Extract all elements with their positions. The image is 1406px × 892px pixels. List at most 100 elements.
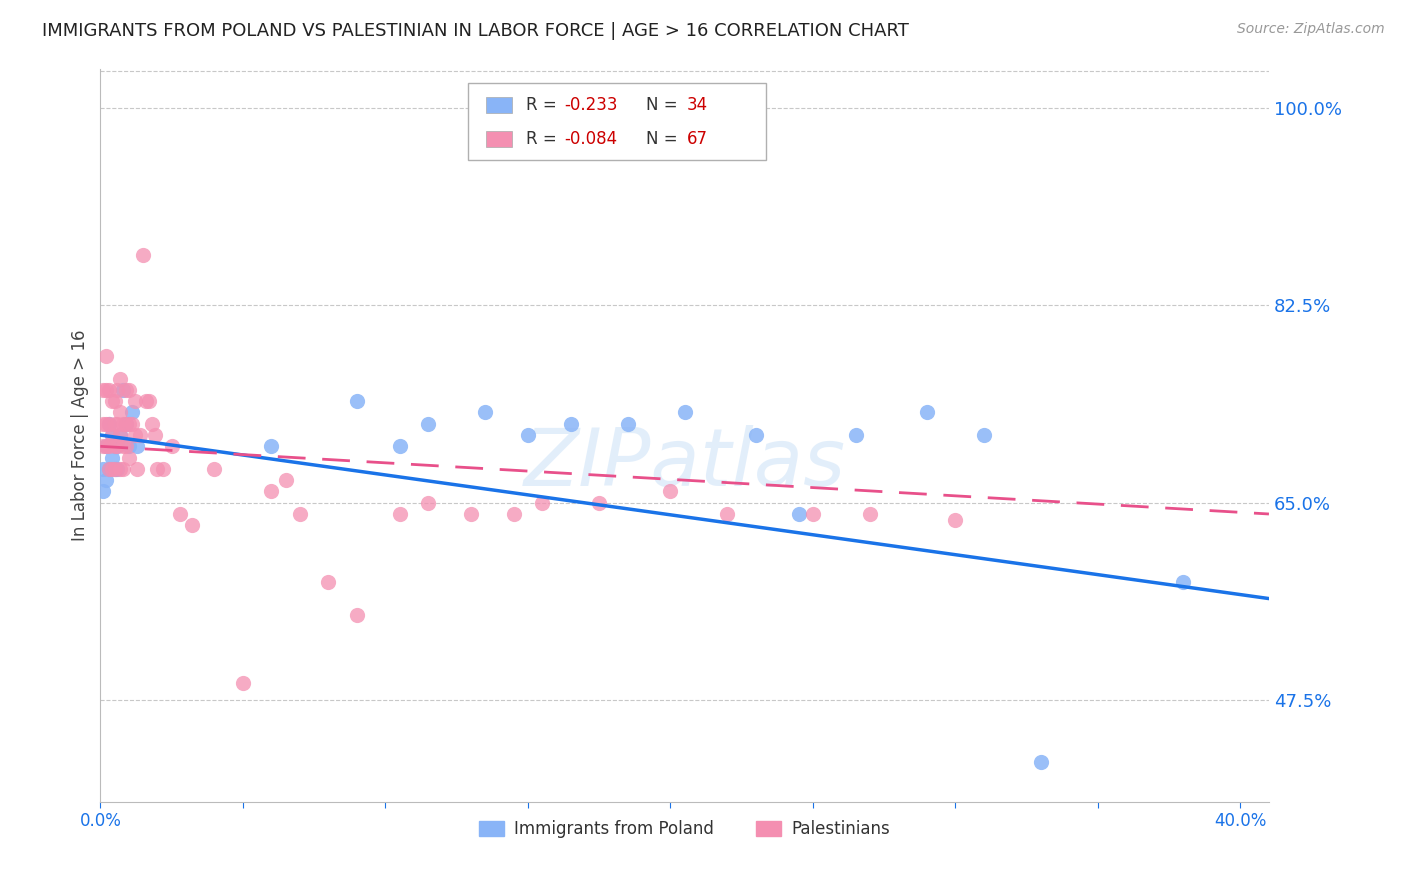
Point <box>232 676 254 690</box>
Point <box>110 372 132 386</box>
Point <box>124 394 146 409</box>
Point <box>132 247 155 261</box>
Point <box>502 507 524 521</box>
Point <box>127 439 149 453</box>
Point <box>416 496 439 510</box>
Point <box>787 507 810 521</box>
Point <box>112 383 135 397</box>
Point <box>115 439 138 453</box>
Text: IMMIGRANTS FROM POLAND VS PALESTINIAN IN LABOR FORCE | AGE > 16 CORRELATION CHAR: IMMIGRANTS FROM POLAND VS PALESTINIAN IN… <box>42 22 910 40</box>
Point <box>745 428 768 442</box>
Point <box>1173 574 1195 589</box>
Bar <box>486 130 512 146</box>
Point <box>100 428 122 442</box>
Point <box>180 518 202 533</box>
Point <box>460 507 482 521</box>
Text: Source: ZipAtlas.com: Source: ZipAtlas.com <box>1237 22 1385 37</box>
Point <box>973 428 995 442</box>
Point <box>118 439 141 453</box>
Point <box>104 462 127 476</box>
Point <box>346 394 368 409</box>
Point <box>115 417 138 431</box>
Point <box>716 507 738 521</box>
Point <box>97 439 120 453</box>
Point <box>260 439 283 453</box>
Point <box>107 417 129 431</box>
Point <box>91 383 114 397</box>
Point <box>118 417 141 431</box>
Point <box>100 428 122 442</box>
Text: R =: R = <box>526 129 557 147</box>
Point <box>138 394 160 409</box>
Point <box>169 507 191 521</box>
Point <box>416 417 439 431</box>
Point <box>118 450 141 465</box>
Point <box>388 439 411 453</box>
Point <box>112 439 135 453</box>
Point <box>97 462 120 476</box>
Point <box>100 450 122 465</box>
Point <box>100 462 122 476</box>
Point <box>110 405 132 419</box>
Point <box>859 507 882 521</box>
Point <box>121 405 143 419</box>
Legend: Immigrants from Poland, Palestinians: Immigrants from Poland, Palestinians <box>472 814 897 845</box>
Point <box>915 405 938 419</box>
Point <box>107 439 129 453</box>
Text: 67: 67 <box>688 129 709 147</box>
Text: ZIPatlas: ZIPatlas <box>523 425 845 503</box>
Point <box>107 462 129 476</box>
Point <box>94 439 117 453</box>
Text: -0.233: -0.233 <box>564 95 617 114</box>
Point <box>143 428 166 442</box>
Point <box>110 428 132 442</box>
Text: N =: N = <box>647 129 678 147</box>
Point <box>673 405 696 419</box>
Text: N =: N = <box>647 95 678 114</box>
Text: 34: 34 <box>688 95 709 114</box>
Point <box>94 417 117 431</box>
Point <box>97 462 120 476</box>
Point <box>516 428 538 442</box>
Point <box>160 439 183 453</box>
Y-axis label: In Labor Force | Age > 16: In Labor Force | Age > 16 <box>72 329 89 541</box>
Point <box>91 484 114 499</box>
Point <box>474 405 496 419</box>
Point <box>94 349 117 363</box>
Point <box>104 394 127 409</box>
Point <box>560 417 582 431</box>
Point <box>588 496 610 510</box>
Point <box>531 496 554 510</box>
Point <box>107 383 129 397</box>
Point <box>127 462 149 476</box>
Text: R =: R = <box>526 95 557 114</box>
Text: -0.084: -0.084 <box>564 129 617 147</box>
Point <box>110 462 132 476</box>
Point <box>97 383 120 397</box>
Point <box>274 473 297 487</box>
Point <box>124 428 146 442</box>
Point <box>945 513 967 527</box>
Point <box>100 394 122 409</box>
Point <box>202 462 225 476</box>
Point <box>118 383 141 397</box>
Point <box>845 428 868 442</box>
Point <box>141 417 163 431</box>
Point <box>129 428 152 442</box>
Point <box>115 383 138 397</box>
Point <box>94 439 117 453</box>
Point <box>260 484 283 499</box>
Point <box>94 473 117 487</box>
Point <box>97 417 120 431</box>
Point <box>91 439 114 453</box>
Point <box>152 462 174 476</box>
Point <box>91 417 114 431</box>
Point <box>146 462 169 476</box>
Point <box>318 574 340 589</box>
Point <box>115 417 138 431</box>
Point <box>1029 755 1052 769</box>
Point <box>616 417 638 431</box>
Point <box>104 462 127 476</box>
Point <box>112 417 135 431</box>
Point <box>104 417 127 431</box>
